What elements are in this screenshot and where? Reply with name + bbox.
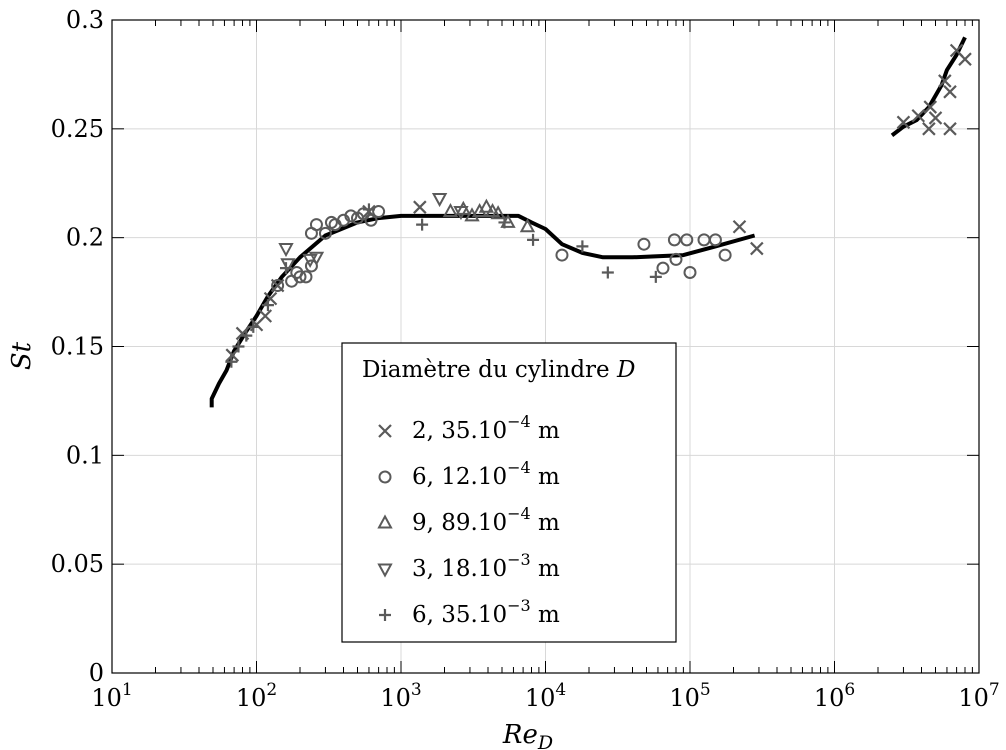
data-point	[453, 206, 469, 221]
data-point	[304, 259, 318, 273]
x-tick-label: 102	[236, 680, 277, 712]
data-point	[293, 270, 307, 284]
data-point	[442, 202, 459, 218]
data-point	[431, 192, 448, 208]
legend-box	[341, 342, 677, 643]
legend-label: 6, 12.10−4 m	[412, 458, 560, 490]
data-point	[225, 355, 238, 368]
data-point	[555, 248, 569, 262]
data-point	[656, 261, 670, 275]
y-tick-label: 0.25	[51, 115, 104, 143]
data-point	[278, 243, 294, 258]
x-tick-labels: 101 102 103 104 105 106 107	[91, 680, 999, 712]
data-point	[943, 85, 957, 99]
data-point	[413, 200, 427, 214]
data-point	[708, 233, 722, 247]
y-tick-label: 0	[89, 659, 104, 687]
y-tick-label: 0.3	[66, 6, 104, 34]
data-point	[258, 309, 273, 323]
data-point	[302, 253, 318, 269]
data-point	[637, 237, 651, 251]
x-tick-label: 107	[958, 680, 999, 712]
data-point	[279, 262, 292, 275]
data-point	[471, 202, 488, 218]
x-tick-label: 105	[669, 680, 710, 712]
y-tick-labels: 0 0.05 0.1 0.15 0.2 0.25 0.3	[51, 6, 104, 687]
data-point	[416, 218, 429, 231]
data-point	[943, 122, 957, 136]
x-tick-label: 104	[525, 680, 566, 712]
data-point	[247, 320, 260, 333]
data-point	[498, 216, 511, 229]
data-point	[232, 340, 245, 353]
data-point	[364, 213, 378, 227]
data-point	[922, 122, 936, 136]
x-axis-label: ReD	[502, 720, 553, 750]
data-point	[938, 74, 952, 88]
legend-marker	[377, 563, 393, 578]
y-tick-label: 0.15	[51, 333, 104, 361]
legend-label: 9, 89.10−4 m	[412, 504, 560, 536]
data-point	[271, 279, 285, 293]
data-point	[649, 270, 662, 283]
legend-marker	[378, 424, 392, 438]
y-tick-label: 0.1	[66, 441, 104, 469]
data-point	[372, 205, 386, 219]
data-point	[318, 226, 332, 240]
legend-title: Diamètre du cylindre D	[362, 357, 635, 383]
data-point	[928, 111, 943, 125]
data-point	[225, 348, 240, 362]
data-point	[527, 233, 540, 246]
data-point	[697, 233, 711, 247]
data-point	[680, 233, 694, 247]
legend-label: 3, 18.10−3 m	[412, 550, 560, 582]
legend-marker	[378, 470, 392, 484]
x-tick-label: 106	[814, 680, 855, 712]
legend-entries: 2, 35.10−4 m 6, 12.10−4 m 9, 89.10−4 m 3, 1…	[377, 412, 560, 628]
data-point	[261, 299, 274, 312]
legend: Diamètre du cylindre D 2, 35.10−4 m 6, 12…	[341, 342, 677, 643]
data-point	[911, 108, 926, 123]
legend-marker	[379, 609, 391, 621]
data-point	[669, 252, 683, 266]
data-points	[225, 43, 972, 368]
data-point	[308, 251, 325, 266]
data-point	[923, 100, 938, 114]
data-point	[718, 248, 732, 262]
data-point	[478, 198, 495, 213]
y-tick-label: 0.05	[51, 550, 104, 578]
data-point	[896, 115, 911, 130]
x-tick-label: 101	[91, 680, 132, 712]
data-point	[683, 265, 697, 279]
curve-segment	[209, 213, 756, 408]
x-tick-label: 103	[380, 680, 421, 712]
data-point	[667, 233, 681, 247]
data-point	[750, 241, 764, 256]
y-tick-label: 0.2	[66, 224, 104, 252]
data-point	[362, 203, 375, 216]
data-point	[299, 270, 313, 284]
data-point	[309, 218, 323, 232]
data-point	[240, 329, 253, 342]
data-point	[263, 291, 278, 306]
data-point	[344, 209, 358, 223]
legend-marker	[377, 514, 393, 529]
data-point	[490, 205, 506, 220]
data-point	[601, 266, 614, 279]
data-point	[958, 52, 972, 66]
data-point	[519, 218, 536, 233]
y-axis-label: St	[7, 341, 37, 370]
data-point	[576, 240, 589, 253]
axis-ticks	[111, 19, 980, 674]
legend-label: 6, 35.10−3 m	[412, 596, 560, 628]
legend-label: 2, 35.10−4 m	[412, 412, 560, 444]
data-point	[732, 220, 747, 234]
